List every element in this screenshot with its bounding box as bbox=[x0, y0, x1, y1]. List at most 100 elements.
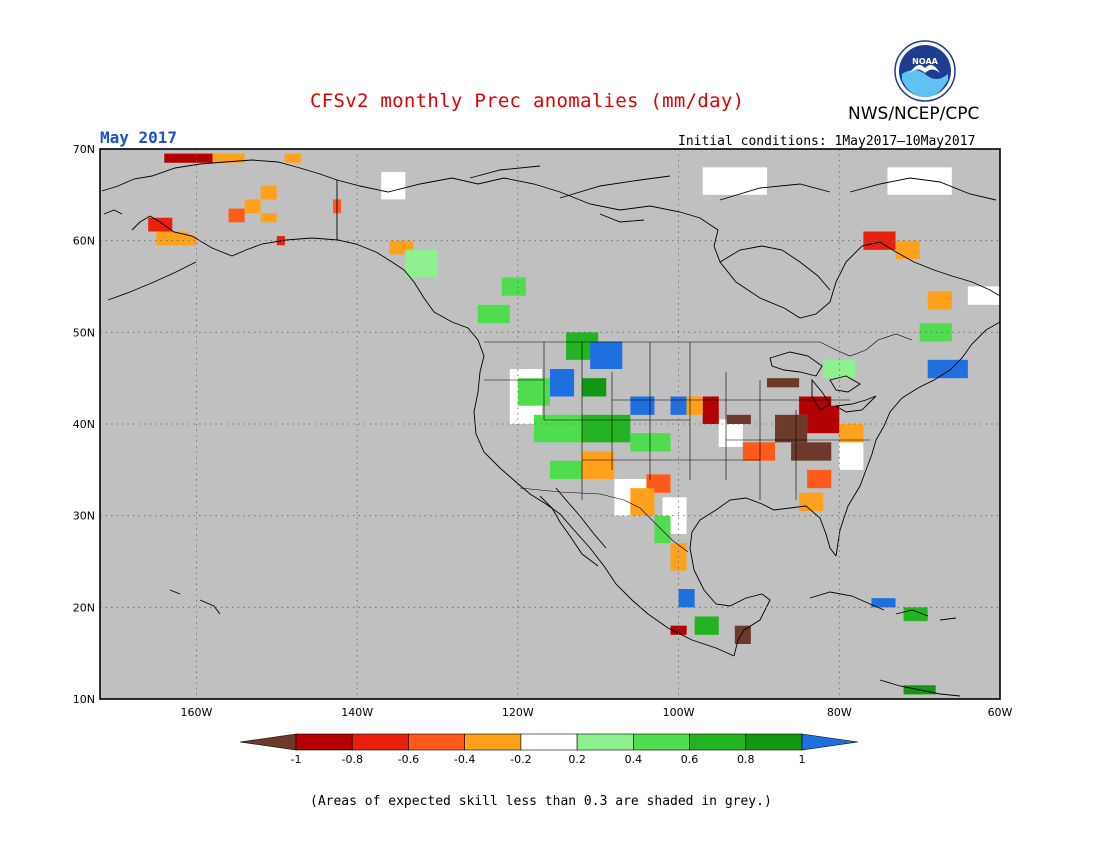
anomaly-cell bbox=[164, 153, 213, 163]
colorbar-arrow-low bbox=[239, 733, 297, 751]
political-borders-layer bbox=[484, 333, 913, 553]
anomaly-cell bbox=[927, 291, 952, 310]
anomaly-cells-layer bbox=[148, 153, 1000, 695]
colorbar-segment bbox=[633, 733, 690, 751]
organization-label: NWS/NCEP/CPC bbox=[848, 104, 980, 124]
anomaly-cell bbox=[630, 396, 655, 415]
anomaly-cell bbox=[927, 359, 968, 379]
anomaly-cell bbox=[590, 341, 623, 369]
anomaly-cell bbox=[477, 304, 510, 324]
anomaly-cell bbox=[148, 217, 173, 232]
colorbar-tick-label: -0.4 bbox=[454, 753, 475, 766]
coastline-canada-arctic bbox=[336, 165, 1000, 319]
anomaly-cell bbox=[871, 598, 896, 608]
anomaly-cell bbox=[807, 469, 832, 489]
anomaly-cell bbox=[630, 433, 671, 452]
anomaly-cell bbox=[775, 414, 808, 443]
colorbar-arrow-high bbox=[801, 733, 859, 751]
lat-tick-label: 30N bbox=[73, 510, 95, 523]
anomaly-cell bbox=[791, 442, 832, 461]
initial-conditions-label: Initial conditions: 1May2017–10May2017 bbox=[678, 134, 976, 149]
anomaly-cell bbox=[405, 249, 438, 278]
anomaly-cell bbox=[582, 451, 615, 479]
no-skill-cell bbox=[839, 442, 864, 470]
anomaly-cell bbox=[919, 323, 952, 342]
anomaly-cell bbox=[742, 442, 775, 461]
noaa-logo-text: NOAA bbox=[912, 57, 938, 66]
lat-tick-label: 10N bbox=[73, 693, 95, 706]
anomaly-cell bbox=[678, 589, 695, 608]
anomaly-cell bbox=[654, 515, 671, 544]
chart-title: CFSv2 monthly Prec anomalies (mm/day) bbox=[310, 90, 745, 112]
anomaly-cell bbox=[228, 208, 245, 223]
anomaly-cell bbox=[582, 378, 607, 397]
colorbar-tick-label: -0.6 bbox=[398, 753, 419, 766]
anomaly-cell bbox=[670, 625, 687, 635]
lat-tick-label: 50N bbox=[73, 326, 95, 339]
anomaly-cell bbox=[799, 492, 824, 512]
lat-tick-label: 60N bbox=[73, 235, 95, 248]
colorbar: -1 -0.8 -0.6 -0.4 -0.2 0.2 0.4 0.6 0.8 1 bbox=[239, 733, 859, 766]
colorbar-tick-label: 0.6 bbox=[681, 753, 699, 766]
colorbar-tick-label: -0.8 bbox=[341, 753, 362, 766]
coastline-gulf bbox=[689, 469, 867, 657]
colorbar-tick-label: 0.8 bbox=[737, 753, 755, 766]
lon-tick-label: 100W bbox=[663, 706, 695, 719]
lat-tick-label: 70N bbox=[73, 143, 95, 156]
anomaly-cell bbox=[284, 153, 301, 163]
anomaly-cell bbox=[839, 424, 864, 443]
anomaly-cell bbox=[550, 369, 575, 397]
anomaly-cell bbox=[686, 396, 703, 415]
coastline-west bbox=[433, 311, 735, 657]
no-skill-cell bbox=[702, 167, 767, 195]
anomaly-cell bbox=[212, 153, 245, 163]
anomaly-cell bbox=[517, 378, 550, 406]
lon-tick-label: 120W bbox=[502, 706, 534, 719]
colorbar-tick-label: 1 bbox=[799, 753, 806, 766]
colorbar-segment bbox=[408, 733, 465, 751]
colorbar-tick-label: 0.2 bbox=[568, 753, 586, 766]
coastline-alaska bbox=[101, 159, 435, 313]
colorbar-segment bbox=[295, 733, 353, 751]
skill-footnote: (Areas of expected skill less than 0.3 a… bbox=[310, 794, 772, 809]
border-us-mexico bbox=[519, 487, 689, 553]
coastline-layer bbox=[101, 159, 1000, 697]
border-us-canada bbox=[484, 333, 913, 357]
colorbar-tick-label: -0.2 bbox=[510, 753, 531, 766]
anomaly-cell bbox=[766, 378, 800, 388]
no-skill-cell bbox=[887, 167, 952, 195]
lon-tick-label: 60W bbox=[988, 706, 1013, 719]
colorbar-tick-label: -1 bbox=[291, 753, 302, 766]
lon-tick-label: 140W bbox=[341, 706, 373, 719]
colorbar-segment bbox=[520, 733, 578, 751]
colorbar-tick-label: 0.4 bbox=[625, 753, 643, 766]
no-skill-cell bbox=[381, 171, 406, 200]
anomaly-cell bbox=[582, 414, 631, 443]
lon-tick-label: 160W bbox=[180, 706, 212, 719]
anomaly-cell bbox=[533, 414, 583, 443]
colorbar-segment bbox=[689, 733, 747, 751]
noaa-logo-icon: NOAA bbox=[894, 40, 956, 102]
colorbar-segment bbox=[745, 733, 803, 751]
map-axis-labels: 160W 140W 120W 100W 80W 60W 70N 60N 50N 40N 30N 20N… bbox=[73, 143, 1013, 719]
border-states bbox=[484, 342, 870, 500]
anomaly-cell bbox=[702, 396, 719, 424]
colorbar-segment bbox=[576, 733, 634, 751]
anomaly-cell bbox=[260, 185, 277, 200]
colorbar-segment bbox=[351, 733, 409, 751]
anomaly-cell bbox=[550, 460, 591, 479]
colorbar-segment bbox=[464, 733, 522, 751]
coastline-great-lakes bbox=[769, 351, 877, 413]
valid-month-label: May 2017 bbox=[100, 128, 178, 147]
anomaly-cell bbox=[260, 213, 277, 223]
coastline-caribbean bbox=[169, 589, 961, 697]
lat-tick-label: 20N bbox=[73, 601, 95, 614]
no-skill-cell bbox=[967, 286, 1000, 305]
anomaly-cell bbox=[501, 277, 526, 296]
anomaly-cell bbox=[863, 231, 896, 250]
anomaly-cell bbox=[799, 396, 832, 415]
lon-tick-label: 80W bbox=[827, 706, 852, 719]
anomaly-cell bbox=[726, 414, 751, 424]
anomaly-cell bbox=[630, 488, 655, 516]
